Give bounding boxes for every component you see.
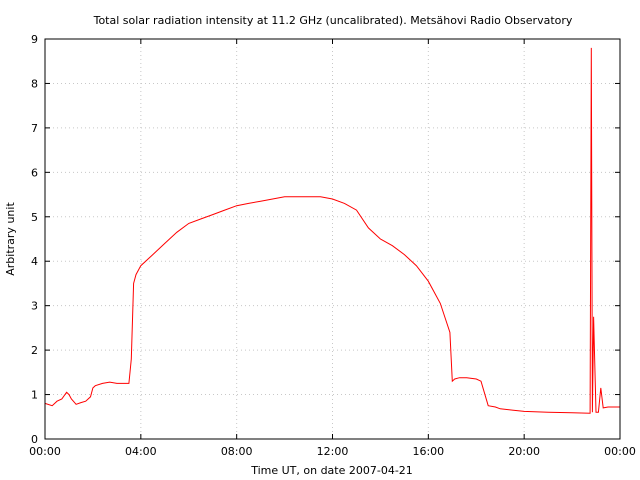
y-tick-label: 9 bbox=[31, 33, 38, 46]
y-tick-label: 4 bbox=[31, 255, 38, 268]
y-tick-label: 1 bbox=[31, 389, 38, 402]
x-tick-label: 04:00 bbox=[125, 445, 157, 458]
y-tick-label: 7 bbox=[31, 122, 38, 135]
x-tick-label: 08:00 bbox=[221, 445, 253, 458]
x-tick-label: 20:00 bbox=[508, 445, 540, 458]
x-tick-label: 12:00 bbox=[317, 445, 349, 458]
x-axis-label: Time UT, on date 2007-04-21 bbox=[250, 464, 413, 477]
y-tick-label: 2 bbox=[31, 344, 38, 357]
y-tick-label: 5 bbox=[31, 211, 38, 224]
x-tick-label: 00:00 bbox=[604, 445, 636, 458]
y-axis-label: Arbitrary unit bbox=[4, 202, 17, 276]
axis-ticks: 00:00 04:00 08:00 12:00 16:00 20:00 00:0001234… bbox=[29, 33, 636, 458]
grid bbox=[45, 39, 620, 439]
chart-title: Total solar radiation intensity at 11.2 … bbox=[93, 14, 573, 27]
x-tick-label: 00:00 bbox=[29, 445, 61, 458]
y-tick-label: 6 bbox=[31, 166, 38, 179]
y-tick-label: 8 bbox=[31, 77, 38, 90]
y-tick-label: 0 bbox=[31, 433, 38, 446]
x-tick-label: 16:00 bbox=[412, 445, 444, 458]
plot-frame bbox=[44, 38, 621, 440]
series-line bbox=[44, 47, 620, 414]
y-tick-label: 3 bbox=[31, 300, 38, 313]
